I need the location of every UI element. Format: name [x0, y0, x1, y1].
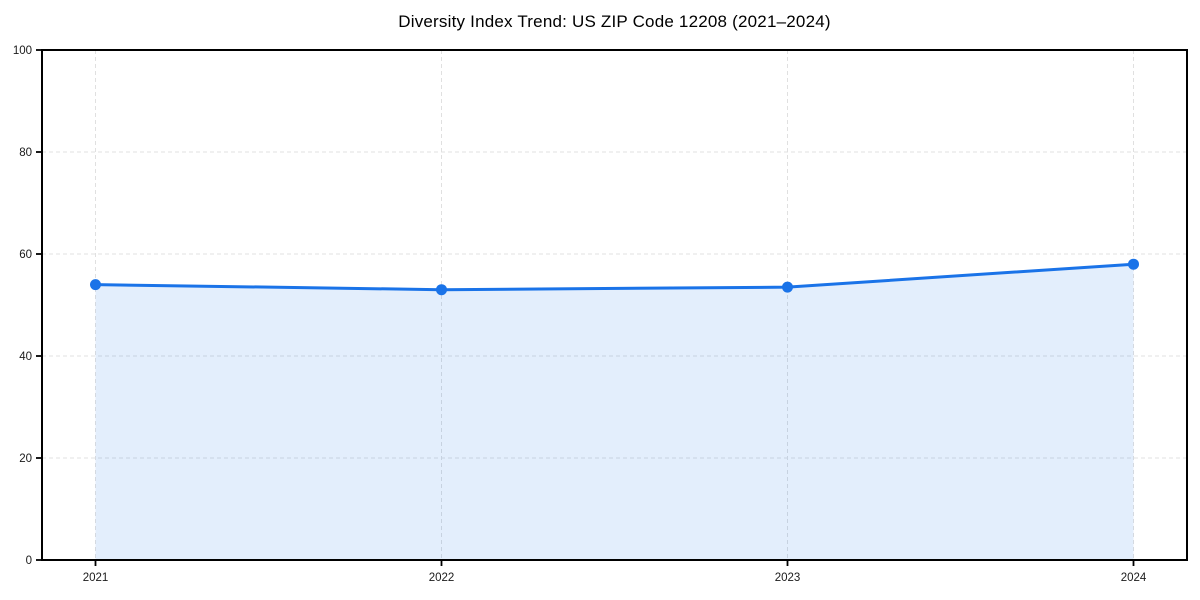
- y-tick-label: 40: [19, 351, 32, 363]
- data-point: [436, 284, 447, 296]
- x-tick-label: 2023: [775, 572, 801, 584]
- y-tick-label: 80: [19, 147, 32, 159]
- x-tick-label: 2024: [1121, 572, 1147, 584]
- y-tick-label: 60: [19, 249, 32, 261]
- data-point: [782, 281, 793, 293]
- axis-frame: [41, 49, 1188, 561]
- y-tick-label: 20: [19, 453, 32, 465]
- trend-line: [94, 262, 1135, 292]
- area-fill: [95, 264, 1134, 560]
- y-tick-label: 0: [26, 555, 32, 567]
- chart-title: Diversity Index Trend: US ZIP Code 12208…: [398, 12, 831, 31]
- x-tick-label: 2021: [83, 572, 109, 584]
- x-tick-label: 2022: [429, 572, 455, 584]
- data-point: [90, 279, 101, 291]
- data-point: [1128, 258, 1139, 270]
- y-tick-label: 100: [13, 45, 32, 57]
